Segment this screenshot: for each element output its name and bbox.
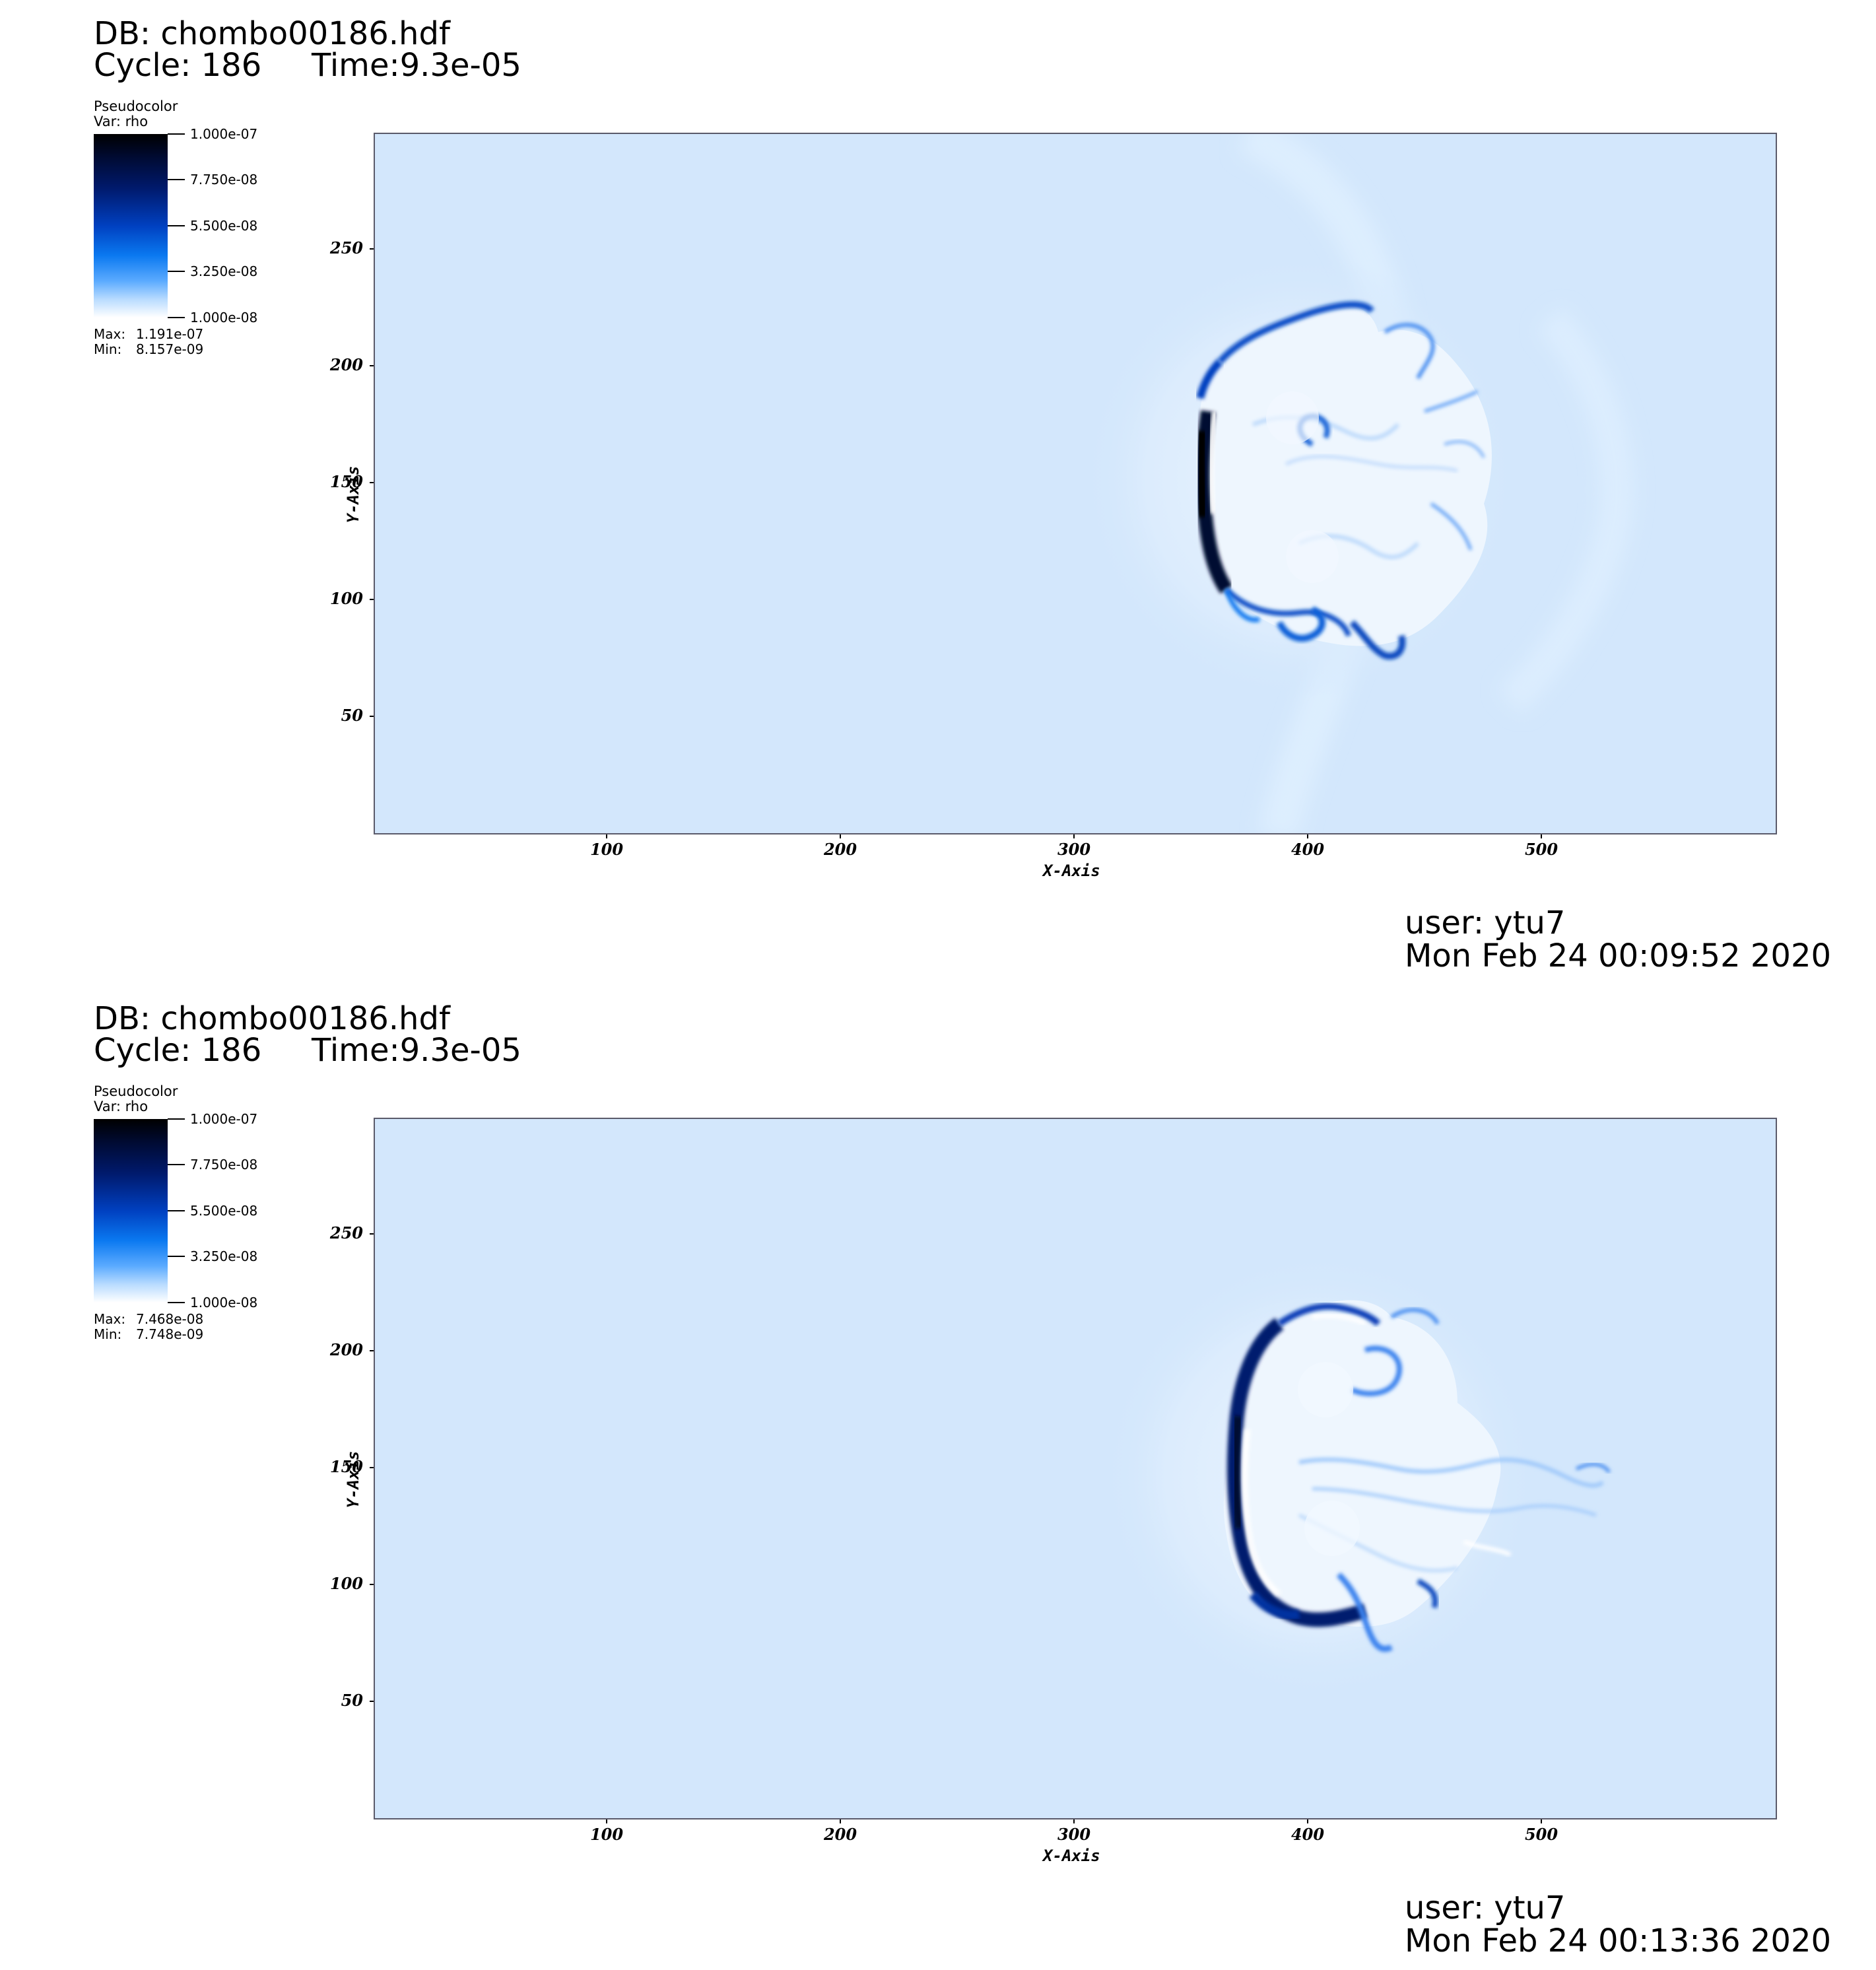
plot-panel-1: DB: chombo00186.hdf Cycle: 186 Time:9.3e-… [94,15,1832,974]
max-value: 1.191e-07 [136,326,204,342]
colorbar [94,134,168,318]
date-label: Mon Feb 24 00:09:52 2020 [1405,937,1832,974]
colorbar-tick [168,317,185,318]
min-label: Min: [94,341,122,357]
user-label: user: ytu7 [1405,1889,1566,1926]
density-field-plot [374,1118,1777,1819]
max-label: Max: [94,326,126,342]
y-tick-label: 250 [329,1223,363,1242]
y-tick-label: 150 [329,472,363,491]
database-label: DB: chombo00186.hdf [94,15,450,52]
colorbar-tick [168,1302,185,1303]
colorbar-label: 7.750e-08 [190,1157,258,1172]
max-label: Max: [94,1311,126,1327]
colorbar-label: 1.000e-08 [190,1295,258,1310]
density-field-image [375,1119,1776,1818]
max-value: 7.468e-08 [136,1311,204,1327]
axis-ticks [370,248,1542,838]
x-tick-label: 200 [823,1825,857,1844]
min-value: 8.157e-09 [136,341,204,357]
colorbar-label: 3.250e-08 [190,1248,258,1264]
colorbar-tick [168,1164,185,1165]
x-tick-label: 500 [1524,1825,1558,1844]
cycle-time-line: Cycle: 186 Time:9.3e-05 [94,1032,521,1069]
x-axis-title: X-Axis [1043,862,1100,880]
cycle-label: Cycle: 186 [94,47,262,84]
x-tick-label: 100 [589,1825,624,1844]
x-tick-label: 400 [1290,1825,1325,1844]
x-tick-label: 500 [1524,840,1558,859]
axis-ticks [370,1233,1542,1823]
database-label: DB: chombo00186.hdf [94,1000,450,1037]
y-tick-label: 250 [329,238,363,257]
x-tick-label: 300 [1057,840,1091,859]
colorbar-label: 5.500e-08 [190,1203,258,1219]
min-value: 7.748e-09 [136,1326,204,1342]
y-axis-title: Y-Axis [344,1450,362,1509]
colorbar-label: 5.500e-08 [190,218,258,234]
colorbar-tick [168,1118,185,1120]
x-tick-label: 100 [589,840,624,859]
colorbar-label: 1.000e-08 [190,310,258,325]
cycle-label: Cycle: 186 [94,1032,262,1069]
y-tick-label: 200 [329,1340,363,1359]
legend-variable: Var: rho [94,1099,149,1114]
user-label: user: ytu7 [1405,904,1566,941]
y-tick-label: 200 [329,355,363,374]
colorbar-tick [168,1256,185,1257]
time-label: Time:9.3e-05 [312,47,521,84]
colorbar-tick [168,271,185,272]
y-tick-label: 50 [341,706,363,725]
y-tick-label: 100 [329,1574,363,1593]
legend-variable: Var: rho [94,114,149,129]
max-value-line: Max: 7.468e-08 [94,1311,203,1327]
x-tick-label: 300 [1057,1825,1091,1844]
max-value-line: Max: 1.191e-07 [94,326,203,342]
density-field-image [375,134,1776,833]
colorbar-tick [168,225,185,226]
y-tick-label: 100 [329,589,363,608]
colorbar-label: 3.250e-08 [190,263,258,279]
cycle-time-line: Cycle: 186 Time:9.3e-05 [94,47,521,84]
min-value-line: Min: 7.748e-09 [94,1326,203,1342]
date-label: Mon Feb 24 00:13:36 2020 [1405,1922,1832,1959]
y-tick-label: 50 [341,1691,363,1710]
x-tick-label: 200 [823,840,857,859]
colorbar-label: 1.000e-07 [190,126,258,142]
colorbar-label: 7.750e-08 [190,172,258,187]
min-value-line: Min: 8.157e-09 [94,341,203,357]
y-tick-label: 150 [329,1457,363,1476]
time-label: Time:9.3e-05 [312,1032,521,1069]
legend-title: Pseudocolor [94,98,178,114]
colorbar-tick [168,179,185,180]
colorbar [94,1119,168,1303]
colorbar-tick [168,133,185,135]
density-field-plot [374,133,1777,834]
colorbar-tick [168,1210,185,1211]
legend-title: Pseudocolor [94,1083,178,1099]
x-axis-title: X-Axis [1043,1847,1100,1865]
y-axis-title: Y-Axis [344,465,362,524]
min-label: Min: [94,1326,122,1342]
x-tick-label: 400 [1290,840,1325,859]
colorbar-label: 1.000e-07 [190,1111,258,1127]
plot-panel-2: DB: chombo00186.hdf Cycle: 186 Time:9.3e-… [0,985,1876,1970]
